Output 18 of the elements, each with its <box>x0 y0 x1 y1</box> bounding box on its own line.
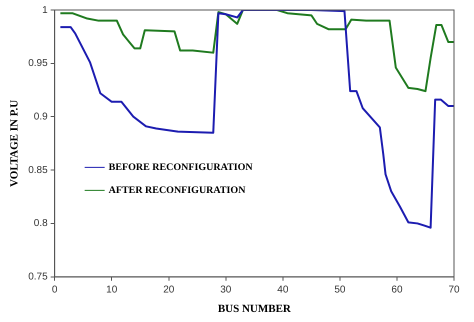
x-axis-title: BUS NUMBER <box>218 303 292 316</box>
y-tick-label: 0.8 <box>34 218 48 230</box>
x-tick-label: 0 <box>52 284 58 296</box>
x-tick-label: 20 <box>163 284 175 296</box>
x-tick-label: 50 <box>334 284 346 296</box>
x-tick-label: 40 <box>277 284 289 296</box>
x-tick-label: 30 <box>220 284 232 296</box>
legend-label: BEFORE RECONFIGURATION <box>108 162 254 173</box>
x-tick-label: 70 <box>448 284 460 296</box>
y-tick-label: 0.95 <box>28 58 48 70</box>
y-tick-label: 0.85 <box>28 164 48 176</box>
y-tick-label: 0.9 <box>34 111 48 122</box>
x-tick-label: 60 <box>391 284 403 296</box>
y-axis-title: VOLTAGE IN P.U <box>8 100 20 187</box>
y-tick-label: 1 <box>42 4 48 16</box>
y-tick-label: 0.75 <box>28 272 48 283</box>
legend-label: AFTER RECONFIGURATION <box>108 184 246 196</box>
x-tick-label: 10 <box>106 284 118 296</box>
